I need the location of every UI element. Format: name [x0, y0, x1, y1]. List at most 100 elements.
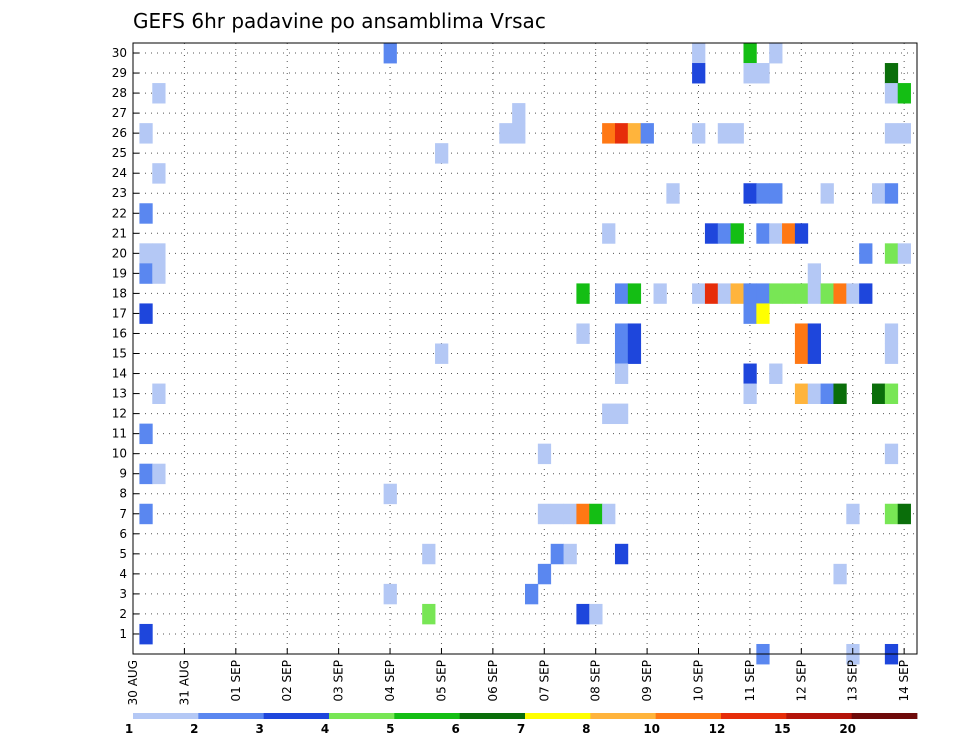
heatmap-cell: [743, 183, 757, 204]
x-tick-label: 08 SEP: [589, 660, 603, 702]
heatmap-cell: [602, 223, 616, 244]
heatmap-cell: [383, 43, 397, 64]
heatmap-cell: [820, 183, 834, 204]
y-tick-label: 13: [112, 387, 127, 401]
heatmap-cell: [640, 123, 654, 144]
heatmap-cell: [537, 503, 552, 525]
heatmap-cell: [884, 383, 899, 404]
heatmap-cell: [139, 623, 153, 645]
heatmap-cell: [897, 123, 911, 144]
heatmap-cell: [563, 503, 577, 525]
y-tick-label: 6: [119, 527, 127, 541]
heatmap-cell: [614, 343, 629, 364]
heatmap-cell: [152, 83, 166, 104]
x-tick-label: 05 SEP: [434, 660, 448, 702]
y-axis: 1234567891011121314151617181920212223242…: [112, 46, 139, 641]
heatmap-cell: [152, 263, 166, 284]
legend-label: 1: [125, 722, 133, 736]
heatmap-cell: [692, 43, 706, 64]
legend-label: 8: [582, 722, 590, 736]
heatmap-cell: [884, 183, 899, 204]
legend-swatch: [590, 713, 657, 719]
x-tick-label: 02 SEP: [280, 660, 294, 702]
heatmap-cell: [769, 283, 783, 304]
heatmap-cell: [833, 563, 847, 585]
heatmap-cell: [794, 283, 809, 304]
y-tick-label: 23: [112, 186, 127, 200]
heatmap-cell: [884, 63, 899, 84]
y-tick-label: 9: [119, 467, 127, 481]
heatmap-cell: [769, 183, 783, 204]
heatmap-cell: [550, 543, 564, 565]
heatmap-cell: [512, 103, 526, 124]
x-tick-label: 14 SEP: [897, 660, 911, 702]
y-tick-label: 7: [119, 507, 127, 521]
heatmap-cell: [872, 383, 886, 404]
heatmap-cell: [717, 283, 732, 304]
heatmap-cell: [537, 443, 552, 465]
heatmap-cell: [589, 603, 603, 625]
plot-frame: [132, 42, 918, 655]
heatmap-cell: [152, 163, 166, 184]
x-tick-label: 01 SEP: [229, 660, 243, 702]
y-tick-label: 10: [112, 447, 127, 461]
x-tick-label: 11 SEP: [743, 660, 757, 702]
x-tick-label: 09 SEP: [640, 660, 654, 702]
legend-label: 5: [386, 722, 394, 736]
x-tick-label: 13 SEP: [846, 660, 860, 702]
chart-title: GEFS 6hr padavine po ansamblima Vrsac: [133, 9, 546, 33]
y-tick-label: 29: [112, 66, 127, 80]
y-tick-label: 17: [112, 306, 127, 320]
heatmap-cell: [692, 63, 706, 84]
heatmap-cell: [743, 63, 757, 84]
heatmap-cell: [756, 303, 770, 324]
legend-swatch: [721, 713, 787, 719]
heatmap-cell: [139, 203, 153, 224]
y-tick-label: 19: [112, 266, 127, 280]
heatmap-cell: [756, 63, 770, 84]
heatmap-cell: [756, 283, 770, 304]
heatmap-cell: [666, 183, 680, 204]
heatmap-cell: [807, 323, 822, 344]
heatmap-cell: [139, 463, 153, 485]
legend-swatch: [655, 713, 722, 719]
heatmap-cell: [422, 543, 436, 565]
heatmap-cell: [525, 583, 539, 605]
heatmap-cell: [602, 403, 616, 425]
heatmap-cell: [139, 263, 153, 284]
legend-swatch: [198, 713, 265, 719]
heatmap-cell: [769, 363, 783, 384]
y-tick-label: 25: [112, 146, 127, 160]
legend-label: 4: [321, 722, 329, 736]
heatmap-cell: [704, 223, 719, 244]
heatmap-cell: [897, 243, 911, 264]
heatmap-cell: [139, 303, 153, 324]
heatmap-cell: [512, 123, 526, 144]
x-tick-label: 03 SEP: [332, 660, 346, 702]
heatmap-cell: [743, 43, 757, 64]
heatmap-cell: [152, 243, 166, 264]
heatmap-cell: [614, 323, 629, 344]
y-tick-label: 5: [119, 547, 127, 561]
heatmap-cell: [743, 383, 757, 404]
heatmap-cell: [499, 123, 513, 144]
y-tick-label: 20: [112, 246, 127, 260]
legend-label: 6: [451, 722, 459, 736]
legend-swatch: [263, 713, 330, 719]
heatmap-cell: [614, 363, 629, 384]
legend-label: 7: [517, 722, 525, 736]
x-tick-label: 31 AUG: [177, 660, 191, 705]
heatmap-cell: [139, 503, 153, 525]
heatmap-cell: [563, 543, 577, 565]
heatmap-cell: [884, 83, 899, 104]
heatmap-cell: [794, 383, 809, 404]
heatmap-cell: [884, 323, 899, 344]
legend-label: 2: [190, 722, 198, 736]
heatmap-cell: [627, 283, 642, 304]
heatmap-cell: [152, 383, 166, 404]
color-legend: 1 2 3 4 5 6 7 8 10 12 15 20: [125, 713, 918, 736]
heatmap-cell: [614, 123, 629, 144]
y-tick-label: 22: [112, 206, 127, 220]
y-tick-label: 26: [112, 126, 127, 140]
y-tick-label: 15: [112, 347, 127, 361]
